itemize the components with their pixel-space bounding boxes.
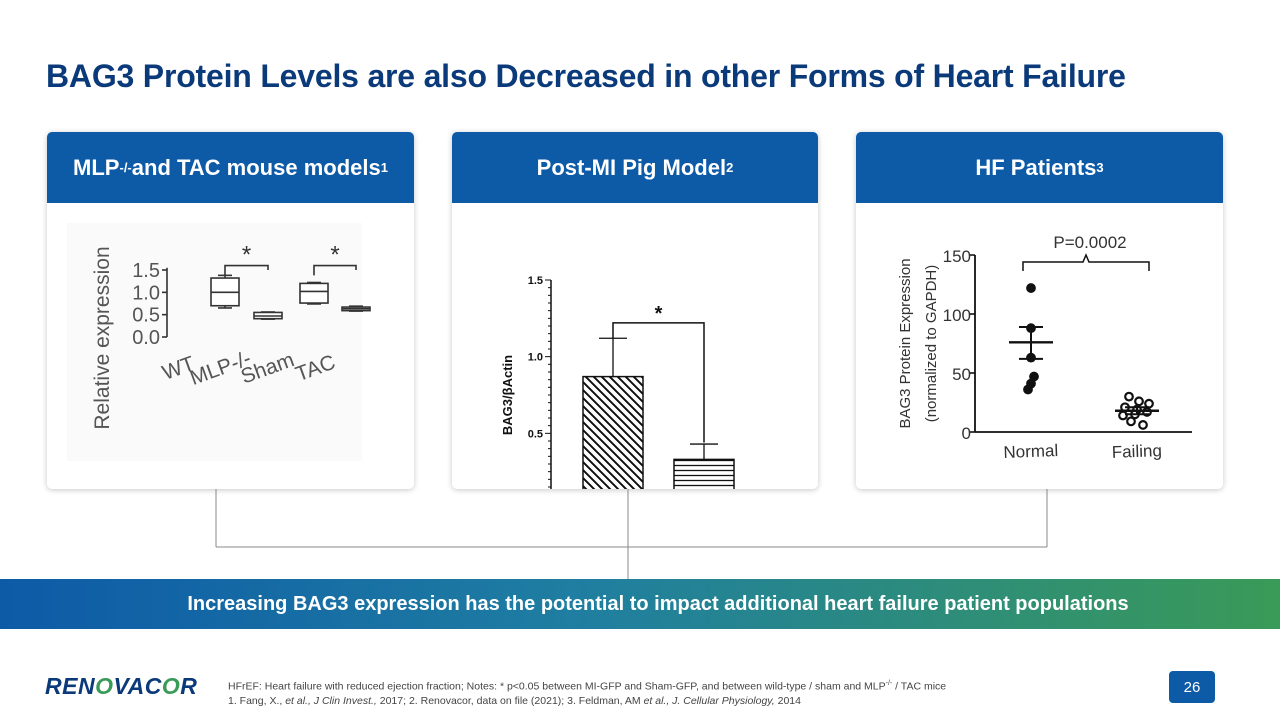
plot-background bbox=[67, 223, 362, 461]
x-tick-label: Normal bbox=[1003, 441, 1058, 462]
panel-heading-text: Post-MI Pig Model bbox=[536, 154, 727, 180]
p-value-label: P=0.0002 bbox=[1053, 233, 1126, 252]
y-axis-label: BAG3 Protein Expression bbox=[897, 258, 914, 428]
y-tick-label: 150 bbox=[943, 247, 971, 266]
significance-star: * bbox=[655, 303, 663, 325]
summary-banner: Increasing BAG3 expression has the poten… bbox=[0, 579, 1280, 629]
footnote-text: 2014 bbox=[774, 694, 801, 707]
bar bbox=[582, 375, 644, 489]
y-tick-label: 1.0 bbox=[528, 352, 543, 364]
panel-heading-text: MLP bbox=[73, 154, 120, 180]
y-tick-label: 0.0 bbox=[132, 327, 160, 349]
panel-heading-ref: 1 bbox=[380, 160, 388, 175]
y-tick-label: 50 bbox=[952, 365, 971, 384]
y-axis-label-2: (normalized to GAPDH) bbox=[923, 265, 940, 423]
significance-bracket bbox=[612, 322, 705, 443]
data-point bbox=[1138, 420, 1148, 430]
page-title: BAG3 Protein Levels are also Decreased i… bbox=[46, 58, 1126, 94]
footnote-text: 2017; 2. Renovacor, data on file (2021);… bbox=[376, 694, 644, 707]
footnote-text: HFrEF: Heart failure with reduced ejecti… bbox=[228, 680, 886, 693]
data-point bbox=[1026, 283, 1036, 293]
significance-bracket bbox=[224, 264, 269, 276]
footnote-citation: et al., J. Cellular Physiology, bbox=[643, 694, 775, 707]
y-tick-label: 0.5 bbox=[528, 428, 543, 440]
page-number: 26 bbox=[1169, 671, 1215, 703]
box bbox=[210, 274, 240, 309]
y-tick-label: 0.5 bbox=[132, 305, 160, 327]
panel-mouse-models: MLP -/- and TAC mouse models 1 Relative ex… bbox=[47, 132, 414, 489]
panel-heading-sup: -/- bbox=[119, 160, 132, 175]
panel-heading-text-rest: and TAC mouse models bbox=[131, 154, 381, 180]
logo-text: R bbox=[180, 673, 198, 699]
footnote-line-2: 1. Fang, X., et al., J Clin Invest., 201… bbox=[228, 694, 946, 708]
data-point bbox=[1126, 416, 1136, 427]
logo-text: VAC bbox=[113, 673, 162, 699]
footnote-text: / TAC mice bbox=[892, 680, 947, 693]
banner-text: Increasing BAG3 expression has the poten… bbox=[187, 592, 1129, 615]
y-tick-label: 100 bbox=[943, 306, 971, 325]
data-point bbox=[1023, 384, 1033, 395]
logo-text: O bbox=[95, 673, 114, 699]
y-tick-label: 1.5 bbox=[132, 260, 160, 282]
footnote-sup: -/- bbox=[885, 680, 893, 687]
box bbox=[341, 305, 371, 312]
panel-hf-patients: HF Patients 3 0 50 100 150 BAG3 Protein Expre… bbox=[856, 132, 1223, 489]
panel-heading-text: HF Patients bbox=[975, 154, 1097, 180]
box bbox=[299, 281, 329, 305]
panel-heading: HF Patients 3 bbox=[856, 132, 1223, 203]
logo-text: REN bbox=[45, 673, 96, 699]
box bbox=[253, 311, 283, 320]
footnote: HFrEF: Heart failure with reduced ejecti… bbox=[228, 677, 946, 708]
panel-heading-ref: 3 bbox=[1096, 160, 1104, 175]
footnote-citation: et al., J Clin Invest., bbox=[285, 694, 377, 707]
y-tick-label: 1.0 bbox=[132, 282, 160, 304]
data-point bbox=[1124, 391, 1134, 402]
panel-heading: MLP -/- and TAC mouse models 1 bbox=[47, 132, 414, 203]
significance-star: * bbox=[330, 242, 339, 269]
panel-heading-ref: 2 bbox=[726, 160, 734, 175]
bar bbox=[673, 458, 735, 489]
footnote-line-1: HFrEF: Heart failure with reduced ejecti… bbox=[228, 677, 946, 694]
significance-star: * bbox=[242, 242, 251, 269]
box-plot-chart: Relative expression 0.00.51.01.5WTMLP-/-S… bbox=[67, 223, 371, 461]
x-tick-label: Failing bbox=[1111, 441, 1162, 462]
significance-bracket bbox=[313, 264, 357, 276]
y-tick-label: 1.5 bbox=[528, 275, 543, 287]
y-axis-label: Relative expression bbox=[91, 246, 114, 429]
footnote-text: 1. Fang, X., bbox=[228, 694, 286, 707]
significance-bracket bbox=[1022, 253, 1150, 271]
scatter-chart: 0 50 100 150 BAG3 Protein Expression (normali… bbox=[897, 233, 1192, 462]
panel-heading: Post-MI Pig Model 2 bbox=[452, 132, 818, 203]
company-logo: RENOVACOR bbox=[45, 673, 197, 700]
y-axis-label: BAG3/βActin bbox=[500, 355, 515, 435]
y-tick-label: 0 bbox=[962, 424, 971, 443]
logo-text: O bbox=[161, 673, 181, 699]
